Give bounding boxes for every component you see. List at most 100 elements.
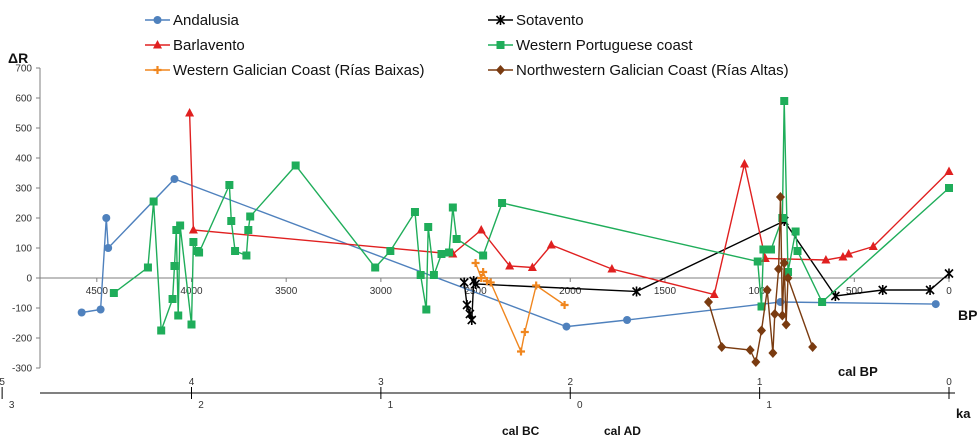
data-point	[781, 319, 791, 330]
data-point	[445, 248, 454, 257]
data-point	[189, 238, 198, 246]
data-point	[925, 285, 935, 295]
data-point	[717, 342, 727, 352]
y-tick-label: -300	[12, 364, 32, 375]
data-point	[631, 286, 642, 297]
data-point	[944, 268, 954, 279]
x-tick-label: 500	[846, 286, 863, 297]
data-point	[225, 181, 234, 189]
legend-label: Barlavento	[173, 37, 245, 54]
data-point	[770, 309, 780, 319]
legend: Andalusia Sotavento Barlavento Western Port…	[145, 12, 789, 79]
legend-entry: Barlavento	[145, 37, 245, 54]
y-tick-label: 300	[15, 184, 32, 195]
data-point	[176, 221, 185, 230]
x-tick-label: 0	[946, 286, 952, 297]
data-point	[104, 244, 113, 252]
y-tick-label: -100	[12, 304, 32, 315]
series-line	[707, 196, 814, 365]
data-point	[477, 274, 486, 282]
data-point	[246, 212, 255, 221]
data-point	[944, 166, 954, 175]
legend-entry: Sotavento	[488, 12, 584, 29]
y-axis-title: ΔR	[8, 50, 28, 66]
data-point	[844, 249, 854, 258]
data-point	[448, 203, 457, 212]
data-point	[424, 223, 433, 231]
y-tick-label: 400	[15, 154, 32, 165]
data-point	[157, 326, 166, 335]
data-point	[793, 247, 802, 255]
bottom-axes: 5 4 3 2 1 0 3 2 1 0 1	[0, 377, 955, 411]
data-point	[780, 97, 789, 105]
data-point	[562, 322, 571, 331]
data-point	[821, 255, 831, 264]
data-point	[517, 347, 526, 356]
legend-label: Andalusia	[173, 12, 240, 29]
data-point	[291, 161, 300, 170]
data-point	[607, 264, 617, 273]
data-point	[471, 259, 480, 267]
series-0	[77, 175, 940, 331]
secondary-axis-title: cal BP	[838, 364, 878, 379]
y-tick-label: 500	[15, 124, 32, 135]
data-point	[479, 251, 488, 260]
data-point	[739, 159, 749, 168]
ka-tick-label: 2	[567, 377, 573, 388]
legend-marker	[153, 40, 162, 49]
data-point	[185, 108, 195, 117]
x-tick-label: 4500	[86, 286, 109, 297]
y-tick-label: 200	[15, 214, 32, 225]
data-point	[476, 225, 486, 234]
series-line	[188, 112, 950, 296]
series-line	[474, 262, 565, 354]
series-line	[113, 100, 950, 331]
bcad-tick-label: 1	[388, 400, 394, 411]
series-3	[109, 97, 953, 335]
y-axis: -300 -200 -100 0 100 200 300 400 500 600 700	[12, 64, 41, 375]
bcad-tick-label: 3	[9, 400, 15, 411]
legend-label: Northwestern Galician Coast (Rías Altas)	[516, 62, 789, 79]
data-point	[459, 277, 469, 288]
data-point	[791, 227, 800, 236]
y-tick-label: -200	[12, 334, 32, 345]
data-point	[109, 289, 118, 297]
y-tick-label: 700	[15, 64, 32, 75]
data-point	[766, 245, 775, 254]
x-axis-title: BP	[958, 307, 977, 323]
data-point	[560, 301, 569, 309]
data-point	[703, 297, 713, 307]
series-5	[703, 192, 818, 367]
data-point	[102, 214, 111, 222]
data-point	[479, 268, 488, 276]
legend-label: Western Galician Coast (Rías Baixas)	[173, 62, 424, 79]
data-point	[244, 226, 253, 234]
x-tick-label: 1500	[654, 286, 677, 297]
data-point	[143, 263, 152, 272]
data-point	[498, 199, 507, 207]
series-2	[185, 108, 954, 298]
legend-marker	[153, 66, 162, 74]
data-point	[371, 263, 380, 272]
data-point	[170, 262, 179, 270]
series-line	[81, 178, 936, 328]
data-point	[437, 250, 446, 258]
data-point	[808, 342, 818, 352]
data-point	[751, 357, 761, 367]
legend-entry: Western Portuguese coast	[488, 37, 693, 54]
data-point	[623, 316, 632, 324]
legend-entry: Andalusia	[145, 12, 240, 29]
data-point	[462, 300, 472, 310]
data-point	[149, 197, 158, 206]
data-point	[231, 247, 240, 255]
data-point	[96, 305, 105, 314]
data-point	[188, 225, 198, 234]
series-4	[471, 259, 569, 356]
data-point	[532, 281, 541, 290]
series-1	[459, 216, 954, 325]
ka-tick-label: 3	[378, 377, 384, 388]
legend-label: Sotavento	[516, 12, 584, 29]
x-tick-label: 3500	[275, 286, 298, 297]
data-point	[774, 264, 784, 274]
